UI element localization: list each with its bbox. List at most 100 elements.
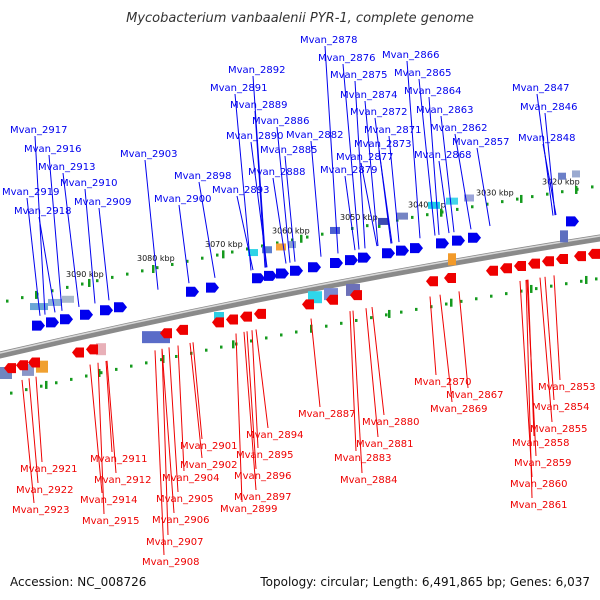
forward-gene-arrow xyxy=(436,238,449,249)
reverse-gene-arrow xyxy=(86,344,98,355)
reverse-leader-line xyxy=(458,291,469,389)
forward-gene-label: Mvan_2876 xyxy=(318,53,375,64)
forward-leader-line xyxy=(310,140,322,257)
kbp-label: 3070 kbp xyxy=(205,240,243,249)
inner-tick xyxy=(40,384,43,388)
feature-box xyxy=(276,243,286,251)
forward-leader-line xyxy=(272,177,287,264)
inner-tick xyxy=(595,277,598,281)
reverse-gene-arrow xyxy=(28,357,40,368)
forward-gene-arrow xyxy=(410,243,423,254)
inner-tick xyxy=(355,318,358,322)
kbp-label: 3090 kbp xyxy=(66,270,104,279)
forward-leader-line xyxy=(354,80,366,249)
outer-major-tick xyxy=(575,185,578,194)
outer-tick xyxy=(81,282,84,286)
outer-major-tick xyxy=(300,234,303,243)
forward-leader-line xyxy=(198,181,216,278)
reverse-gene-arrow xyxy=(486,265,498,276)
kbp-label: 3030 kbp xyxy=(476,188,514,197)
reverse-leader-line xyxy=(97,362,105,515)
forward-leader-line xyxy=(344,175,356,251)
inner-tick xyxy=(460,299,463,303)
outer-tick xyxy=(486,202,489,206)
inner-tick xyxy=(25,388,28,392)
map-title: Mycobacterium vanbaalenii PYR-1, complet… xyxy=(126,11,474,26)
inner-tick xyxy=(550,284,553,288)
forward-gene-label: Mvan_2846 xyxy=(520,102,577,113)
reverse-leader-line xyxy=(161,348,175,514)
forward-leader-line xyxy=(378,149,393,244)
reverse-gene-label: Mvan_2860 xyxy=(510,479,567,490)
inner-tick xyxy=(250,339,253,343)
reverse-leader-line xyxy=(352,310,363,474)
inner-major-tick xyxy=(310,324,313,333)
outer-tick xyxy=(6,299,9,303)
inner-tick xyxy=(400,310,403,314)
outer-tick xyxy=(231,250,234,254)
reverse-gene-label: Mvan_2897 xyxy=(234,492,291,503)
reverse-leader-line xyxy=(553,275,561,381)
forward-gene-label: Mvan_2878 xyxy=(300,35,357,46)
reverse-gene-arrow xyxy=(226,314,238,325)
inner-major-tick xyxy=(450,298,453,307)
outer-tick xyxy=(141,269,144,273)
outer-tick xyxy=(456,207,459,211)
reverse-gene-arrow xyxy=(426,276,438,287)
kbp-label: 3040 kbp xyxy=(408,200,446,209)
reverse-gene-label: Mvan_2915 xyxy=(82,516,139,527)
feature-box xyxy=(96,343,106,356)
forward-leader-line xyxy=(250,141,268,268)
feature-box xyxy=(288,241,296,249)
forward-leader-line xyxy=(236,195,254,271)
forward-gene-label: Mvan_2885 xyxy=(260,145,317,156)
inner-tick xyxy=(160,358,163,362)
inner-tick xyxy=(85,374,88,378)
reverse-gene-label: Mvan_2906 xyxy=(152,515,209,526)
forward-leader-line xyxy=(454,133,472,230)
reverse-gene-label: Mvan_2859 xyxy=(514,458,571,469)
inner-major-tick xyxy=(388,309,391,318)
reverse-gene-label: Mvan_2855 xyxy=(530,424,587,435)
reverse-gene-arrow xyxy=(302,299,314,310)
reverse-leader-line xyxy=(539,277,553,423)
inner-tick xyxy=(415,307,418,311)
reverse-gene-label: Mvan_2861 xyxy=(510,500,567,511)
reverse-leader-line xyxy=(161,348,169,536)
forward-gene-label: Mvan_2909 xyxy=(74,197,131,208)
forward-gene-arrow xyxy=(468,232,481,243)
inner-tick xyxy=(220,345,223,349)
reverse-gene-label: Mvan_2901 xyxy=(180,441,237,452)
reverse-gene-label: Mvan_2907 xyxy=(146,537,203,548)
outer-major-tick xyxy=(35,290,38,299)
outer-tick xyxy=(306,235,309,239)
forward-leader-line xyxy=(144,159,159,290)
forward-gene-label: Mvan_2863 xyxy=(416,105,473,116)
forward-gene-label: Mvan_2882 xyxy=(286,130,343,141)
forward-leader-line xyxy=(360,162,378,247)
reverse-leader-line xyxy=(243,331,257,491)
inner-major-tick xyxy=(530,284,533,293)
inner-tick xyxy=(100,371,103,375)
reverse-leader-line xyxy=(526,279,537,457)
forward-leader-line xyxy=(476,147,491,227)
reverse-gene-arrow xyxy=(500,263,512,274)
forward-gene-label: Mvan_2891 xyxy=(210,83,267,94)
outer-tick xyxy=(276,241,279,245)
forward-gene-arrow xyxy=(264,270,277,281)
reverse-leader-line xyxy=(105,360,113,453)
reverse-leader-line xyxy=(177,345,185,472)
reverse-leader-line xyxy=(251,330,259,449)
outer-tick xyxy=(531,195,534,199)
reverse-gene-arrow xyxy=(72,347,84,358)
reverse-gene-label: Mvan_2870 xyxy=(414,377,471,388)
reverse-gene-label: Mvan_2858 xyxy=(512,438,569,449)
forward-gene-arrow xyxy=(80,309,93,320)
forward-gene-leader-lines xyxy=(26,45,557,316)
reverse-gene-arrow xyxy=(528,258,540,269)
inner-tick xyxy=(55,381,58,385)
inner-tick xyxy=(325,324,328,328)
reverse-gene-arrow xyxy=(212,317,224,328)
genome-summary-text: Topology: circular; Length: 6,491,865 bp… xyxy=(259,575,590,589)
inner-tick xyxy=(385,313,388,317)
